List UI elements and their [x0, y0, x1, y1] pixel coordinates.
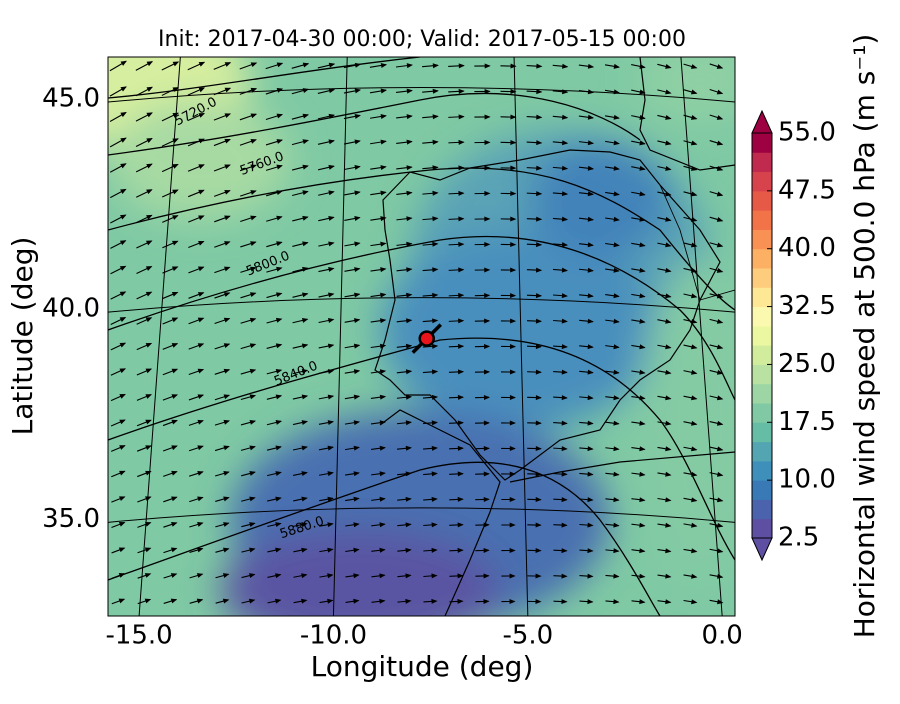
colorbar-band — [752, 249, 772, 269]
colorbar-band — [752, 442, 772, 462]
colorbar-tick-label: 10.0 — [778, 465, 836, 495]
colorbar-band — [752, 326, 772, 346]
colorbar-band — [752, 210, 772, 230]
colorbar-band — [752, 519, 772, 539]
colorbar-band — [752, 499, 772, 519]
x-tick-label: -5.0 — [502, 621, 553, 651]
colorbar-band — [752, 133, 772, 153]
map-title: Init: 2017-04-30 00:00; Valid: 2017-05-1… — [158, 27, 686, 52]
colorbar-band — [752, 307, 772, 327]
colorbar-tick-label: 25.0 — [778, 349, 836, 379]
colorbar-band — [752, 172, 772, 192]
colorbar-band — [752, 268, 772, 288]
colorbar-band — [752, 480, 772, 500]
colorbar-band — [752, 403, 772, 423]
x-axis-label: Longitude (deg) — [311, 650, 534, 683]
y-tick-label: 45.0 — [42, 84, 100, 114]
x-tick-label: -10.0 — [300, 621, 367, 651]
colorbar-tick-label: 32.5 — [778, 291, 836, 321]
colorbar-band — [752, 152, 772, 172]
colorbar-band — [752, 422, 772, 442]
colorbar-band — [752, 287, 772, 307]
colorbar-band — [752, 229, 772, 249]
colorbar-label: Horizontal wind speed at 500.0 hPa (m s⁻… — [848, 34, 881, 639]
colorbar-extend-top — [752, 111, 772, 133]
colorbar-extend-bottom — [752, 538, 772, 560]
colorbar-band — [752, 191, 772, 211]
y-axis-label: Latitude (deg) — [6, 237, 39, 436]
colorbar-tick-label: 55.0 — [778, 118, 836, 148]
y-tick-label: 40.0 — [42, 294, 100, 324]
colorbar-tick-label: 17.5 — [778, 407, 836, 437]
colorbar-tick-label: 2.5 — [778, 523, 819, 553]
field — [30, 10, 760, 650]
x-tick-label: -15.0 — [105, 621, 172, 651]
colorbar-band — [752, 345, 772, 365]
location-marker — [420, 332, 434, 346]
colorbar-band — [752, 364, 772, 384]
colorbar-tick-label: 40.0 — [778, 233, 836, 263]
colorbar-tick-label: 47.5 — [778, 175, 836, 205]
colorbar-band — [752, 384, 772, 404]
x-tick-label: 0.0 — [701, 621, 742, 651]
y-tick-label: 35.0 — [42, 504, 100, 534]
colorbar-band — [752, 461, 772, 481]
